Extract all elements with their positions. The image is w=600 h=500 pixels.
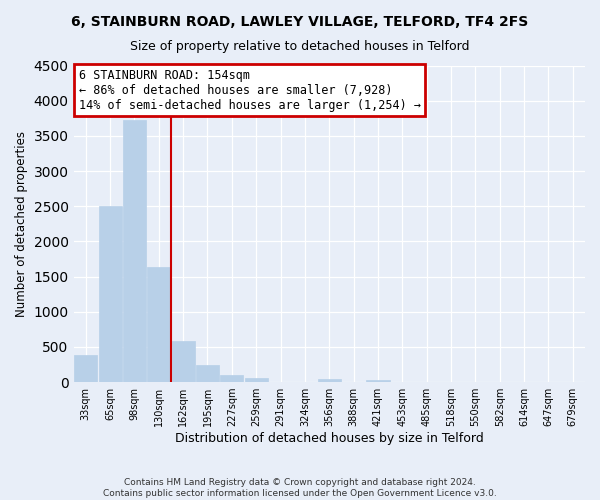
Y-axis label: Number of detached properties: Number of detached properties bbox=[15, 131, 28, 317]
Bar bbox=[147, 266, 170, 382]
Bar bbox=[123, 120, 146, 382]
Bar bbox=[245, 378, 268, 382]
Text: Contains HM Land Registry data © Crown copyright and database right 2024.
Contai: Contains HM Land Registry data © Crown c… bbox=[103, 478, 497, 498]
Bar bbox=[367, 380, 389, 382]
Bar bbox=[196, 365, 219, 382]
Text: 6 STAINBURN ROAD: 154sqm
← 86% of detached houses are smaller (7,928)
14% of sem: 6 STAINBURN ROAD: 154sqm ← 86% of detach… bbox=[79, 68, 421, 112]
Bar bbox=[74, 356, 97, 382]
Text: 6, STAINBURN ROAD, LAWLEY VILLAGE, TELFORD, TF4 2FS: 6, STAINBURN ROAD, LAWLEY VILLAGE, TELFO… bbox=[71, 15, 529, 29]
Bar bbox=[220, 376, 244, 382]
Bar bbox=[172, 340, 195, 382]
Text: Size of property relative to detached houses in Telford: Size of property relative to detached ho… bbox=[130, 40, 470, 53]
Bar bbox=[98, 206, 122, 382]
Bar bbox=[318, 378, 341, 382]
X-axis label: Distribution of detached houses by size in Telford: Distribution of detached houses by size … bbox=[175, 432, 484, 445]
